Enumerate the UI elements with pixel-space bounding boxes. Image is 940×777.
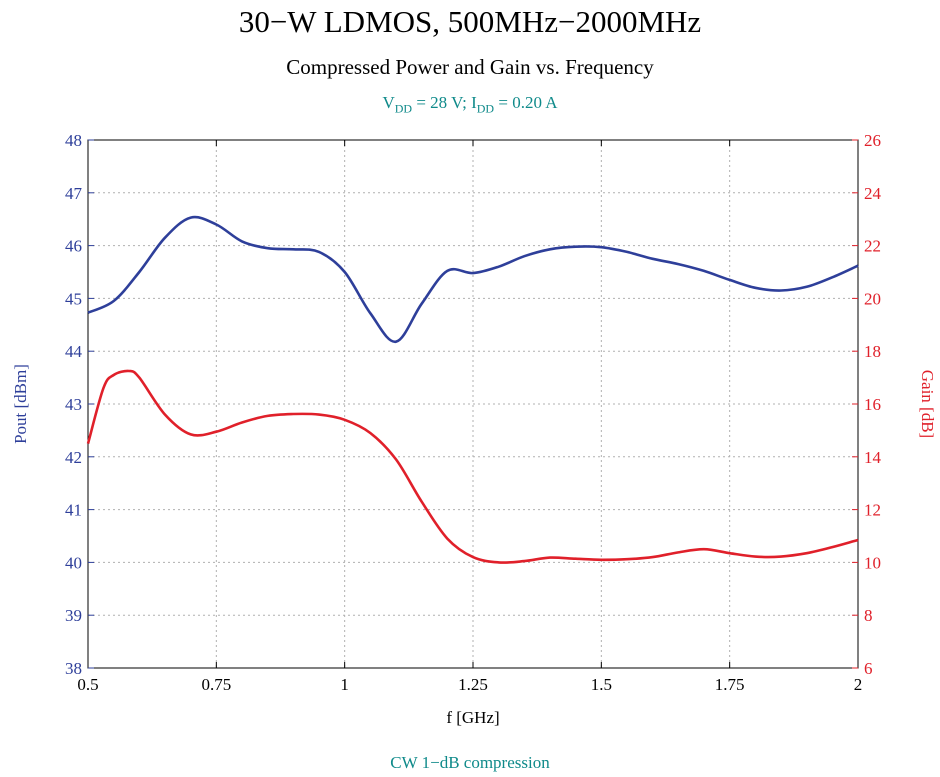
y2-tick-label: 24 bbox=[864, 184, 882, 203]
gain-series-line bbox=[86, 369, 859, 564]
x-tick-label: 2 bbox=[854, 675, 863, 694]
bias-conditions: VDD = 28 V; IDD = 0.20 A bbox=[0, 93, 940, 116]
y-tick-label: 39 bbox=[65, 606, 82, 625]
y-tick-label: 40 bbox=[65, 553, 82, 572]
y2-tick-label: 20 bbox=[864, 289, 881, 308]
y-tick-label: 41 bbox=[65, 501, 82, 520]
y2-tick-label: 8 bbox=[864, 606, 873, 625]
y-tick-label: 38 bbox=[65, 659, 82, 678]
vdd-subscript: DD bbox=[394, 101, 413, 116]
y-tick-label: 43 bbox=[65, 395, 82, 414]
chart-footnote: CW 1−dB compression bbox=[390, 753, 550, 772]
idd-value: = 0.20 A bbox=[494, 93, 558, 112]
chart-title: 30−W LDMOS, 500MHz−2000MHz bbox=[238, 4, 702, 39]
x-axis-label: f [GHz] bbox=[446, 708, 499, 727]
y-tick-label: 44 bbox=[65, 342, 83, 361]
vdd-symbol: V bbox=[382, 93, 395, 112]
y2-tick-label: 12 bbox=[864, 501, 881, 520]
chart-subtitle: Compressed Power and Gain vs. Frequency bbox=[286, 55, 654, 79]
y2-tick-label: 16 bbox=[864, 395, 881, 414]
y-tick-label: 48 bbox=[65, 131, 82, 150]
x-tick-label: 1.75 bbox=[715, 675, 745, 694]
x-tick-label: 1.25 bbox=[458, 675, 488, 694]
pout-series-line bbox=[87, 215, 859, 343]
y-tick-label: 46 bbox=[65, 237, 82, 256]
y2-tick-label: 10 bbox=[864, 553, 881, 572]
y2-tick-label: 6 bbox=[864, 659, 873, 678]
y2-tick-label: 22 bbox=[864, 237, 881, 256]
y-tick-label: 47 bbox=[65, 184, 83, 203]
idd-subscript: DD bbox=[476, 101, 495, 116]
x-tick-label: 0.5 bbox=[77, 675, 98, 694]
y2-tick-label: 26 bbox=[864, 131, 881, 150]
y-tick-label: 42 bbox=[65, 448, 82, 467]
x-tick-label: 1 bbox=[340, 675, 349, 694]
x-tick-label: 1.5 bbox=[591, 675, 612, 694]
y-axis-label: Pout [dBm] bbox=[11, 364, 30, 444]
y2-tick-label: 18 bbox=[864, 342, 881, 361]
y2-tick-label: 14 bbox=[864, 448, 882, 467]
y2-axis-label: Gain [dB] bbox=[918, 370, 937, 438]
x-tick-label: 0.75 bbox=[201, 675, 231, 694]
y-tick-label: 45 bbox=[65, 289, 82, 308]
vdd-value: = 28 V; I bbox=[412, 93, 477, 112]
